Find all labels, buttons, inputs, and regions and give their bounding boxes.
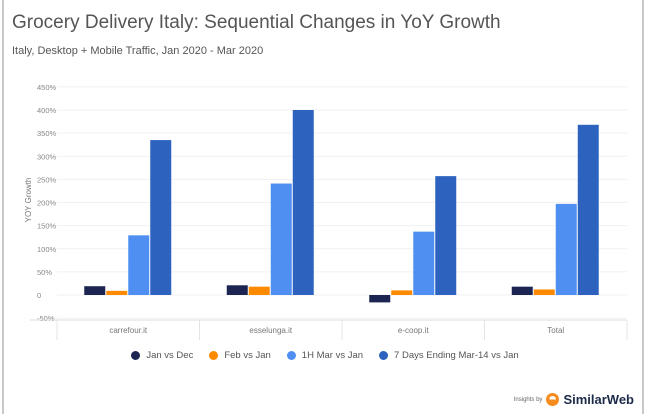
legend-marker-icon	[209, 351, 219, 360]
x-category-label: esselunga.it	[249, 326, 292, 335]
y-tick-label: 400%	[37, 106, 57, 115]
chart-subtitle: Italy, Desktop + Mobile Traffic, Jan 202…	[12, 45, 264, 57]
y-tick-label: 300%	[37, 152, 57, 161]
bar-carrefour-it-series-3	[150, 140, 172, 295]
bar-carrefour-it-series-0	[84, 286, 106, 295]
bar-e-coop-it-series-2	[413, 231, 435, 295]
y-tick-label: -50%	[37, 314, 55, 323]
y-tick-label: 450%	[37, 83, 57, 92]
bar-carrefour-it-series-2	[128, 235, 150, 295]
bar-esselunga-it-series-0	[226, 285, 248, 295]
chart-plot: -50% 0 50% 100% 150% 200% 250% 300% 350% 400% 450%…	[24, 83, 628, 340]
y-tick-label: 250%	[37, 175, 57, 184]
bar-total-series-2	[555, 203, 577, 295]
bar-total-series-0	[511, 286, 533, 295]
bar-esselunga-it-series-3	[292, 110, 314, 295]
legend-label: 7 Days Ending Mar-14 vs Jan	[394, 350, 519, 361]
y-tick-label: 200%	[37, 199, 57, 208]
bar-esselunga-it-series-1	[248, 286, 270, 295]
legend-item[interactable]: Feb vs Jan	[209, 350, 271, 361]
legend-label: 1H Mar vs Jan	[301, 350, 364, 361]
similarweb-logo-icon	[546, 393, 560, 406]
legend-item[interactable]: 7 Days Ending Mar-14 vs Jan	[379, 350, 519, 361]
bar-total-series-3	[577, 124, 599, 295]
legend-label: Feb vs Jan	[224, 350, 271, 361]
legend-item[interactable]: 1H Mar vs Jan	[286, 350, 364, 361]
y-tick-label: 50%	[37, 268, 52, 277]
legend-marker-icon	[379, 351, 389, 360]
legend-marker-icon	[286, 351, 296, 360]
legend-marker-icon	[131, 351, 141, 360]
x-category-label: e-coop.it	[398, 326, 429, 335]
x-category-label: Total	[547, 326, 564, 335]
bar-esselunga-it-series-2	[270, 183, 292, 295]
legend-item[interactable]: Jan vs Dec	[131, 350, 193, 361]
bar-e-coop-it-series-1	[391, 290, 413, 295]
y-tick-label: 0	[37, 291, 41, 300]
y-axis-label: YOY Growth	[24, 178, 33, 223]
y-tick-label: 150%	[37, 222, 57, 231]
legend: Jan vs Dec Feb vs Jan 1H Mar vs Jan 7 Days …	[0, 350, 650, 361]
y-tick-label: 100%	[37, 245, 57, 254]
similarweb-branding: Insights by SimilarWeb	[514, 392, 634, 407]
branding-name: SimilarWeb	[563, 392, 634, 407]
legend-label: Jan vs Dec	[146, 350, 194, 361]
bar-total-series-1	[533, 289, 555, 295]
y-tick-label: 350%	[37, 129, 57, 138]
x-category-label: carrefour.it	[109, 326, 148, 335]
branding-prefix: Insights by	[513, 396, 543, 403]
bar-e-coop-it-series-3	[435, 176, 457, 295]
chart-title: Grocery Delivery Italy: Sequential Chang…	[12, 12, 501, 33]
bar-carrefour-it-series-1	[106, 290, 128, 295]
bar-e-coop-it-series-0	[369, 295, 391, 303]
